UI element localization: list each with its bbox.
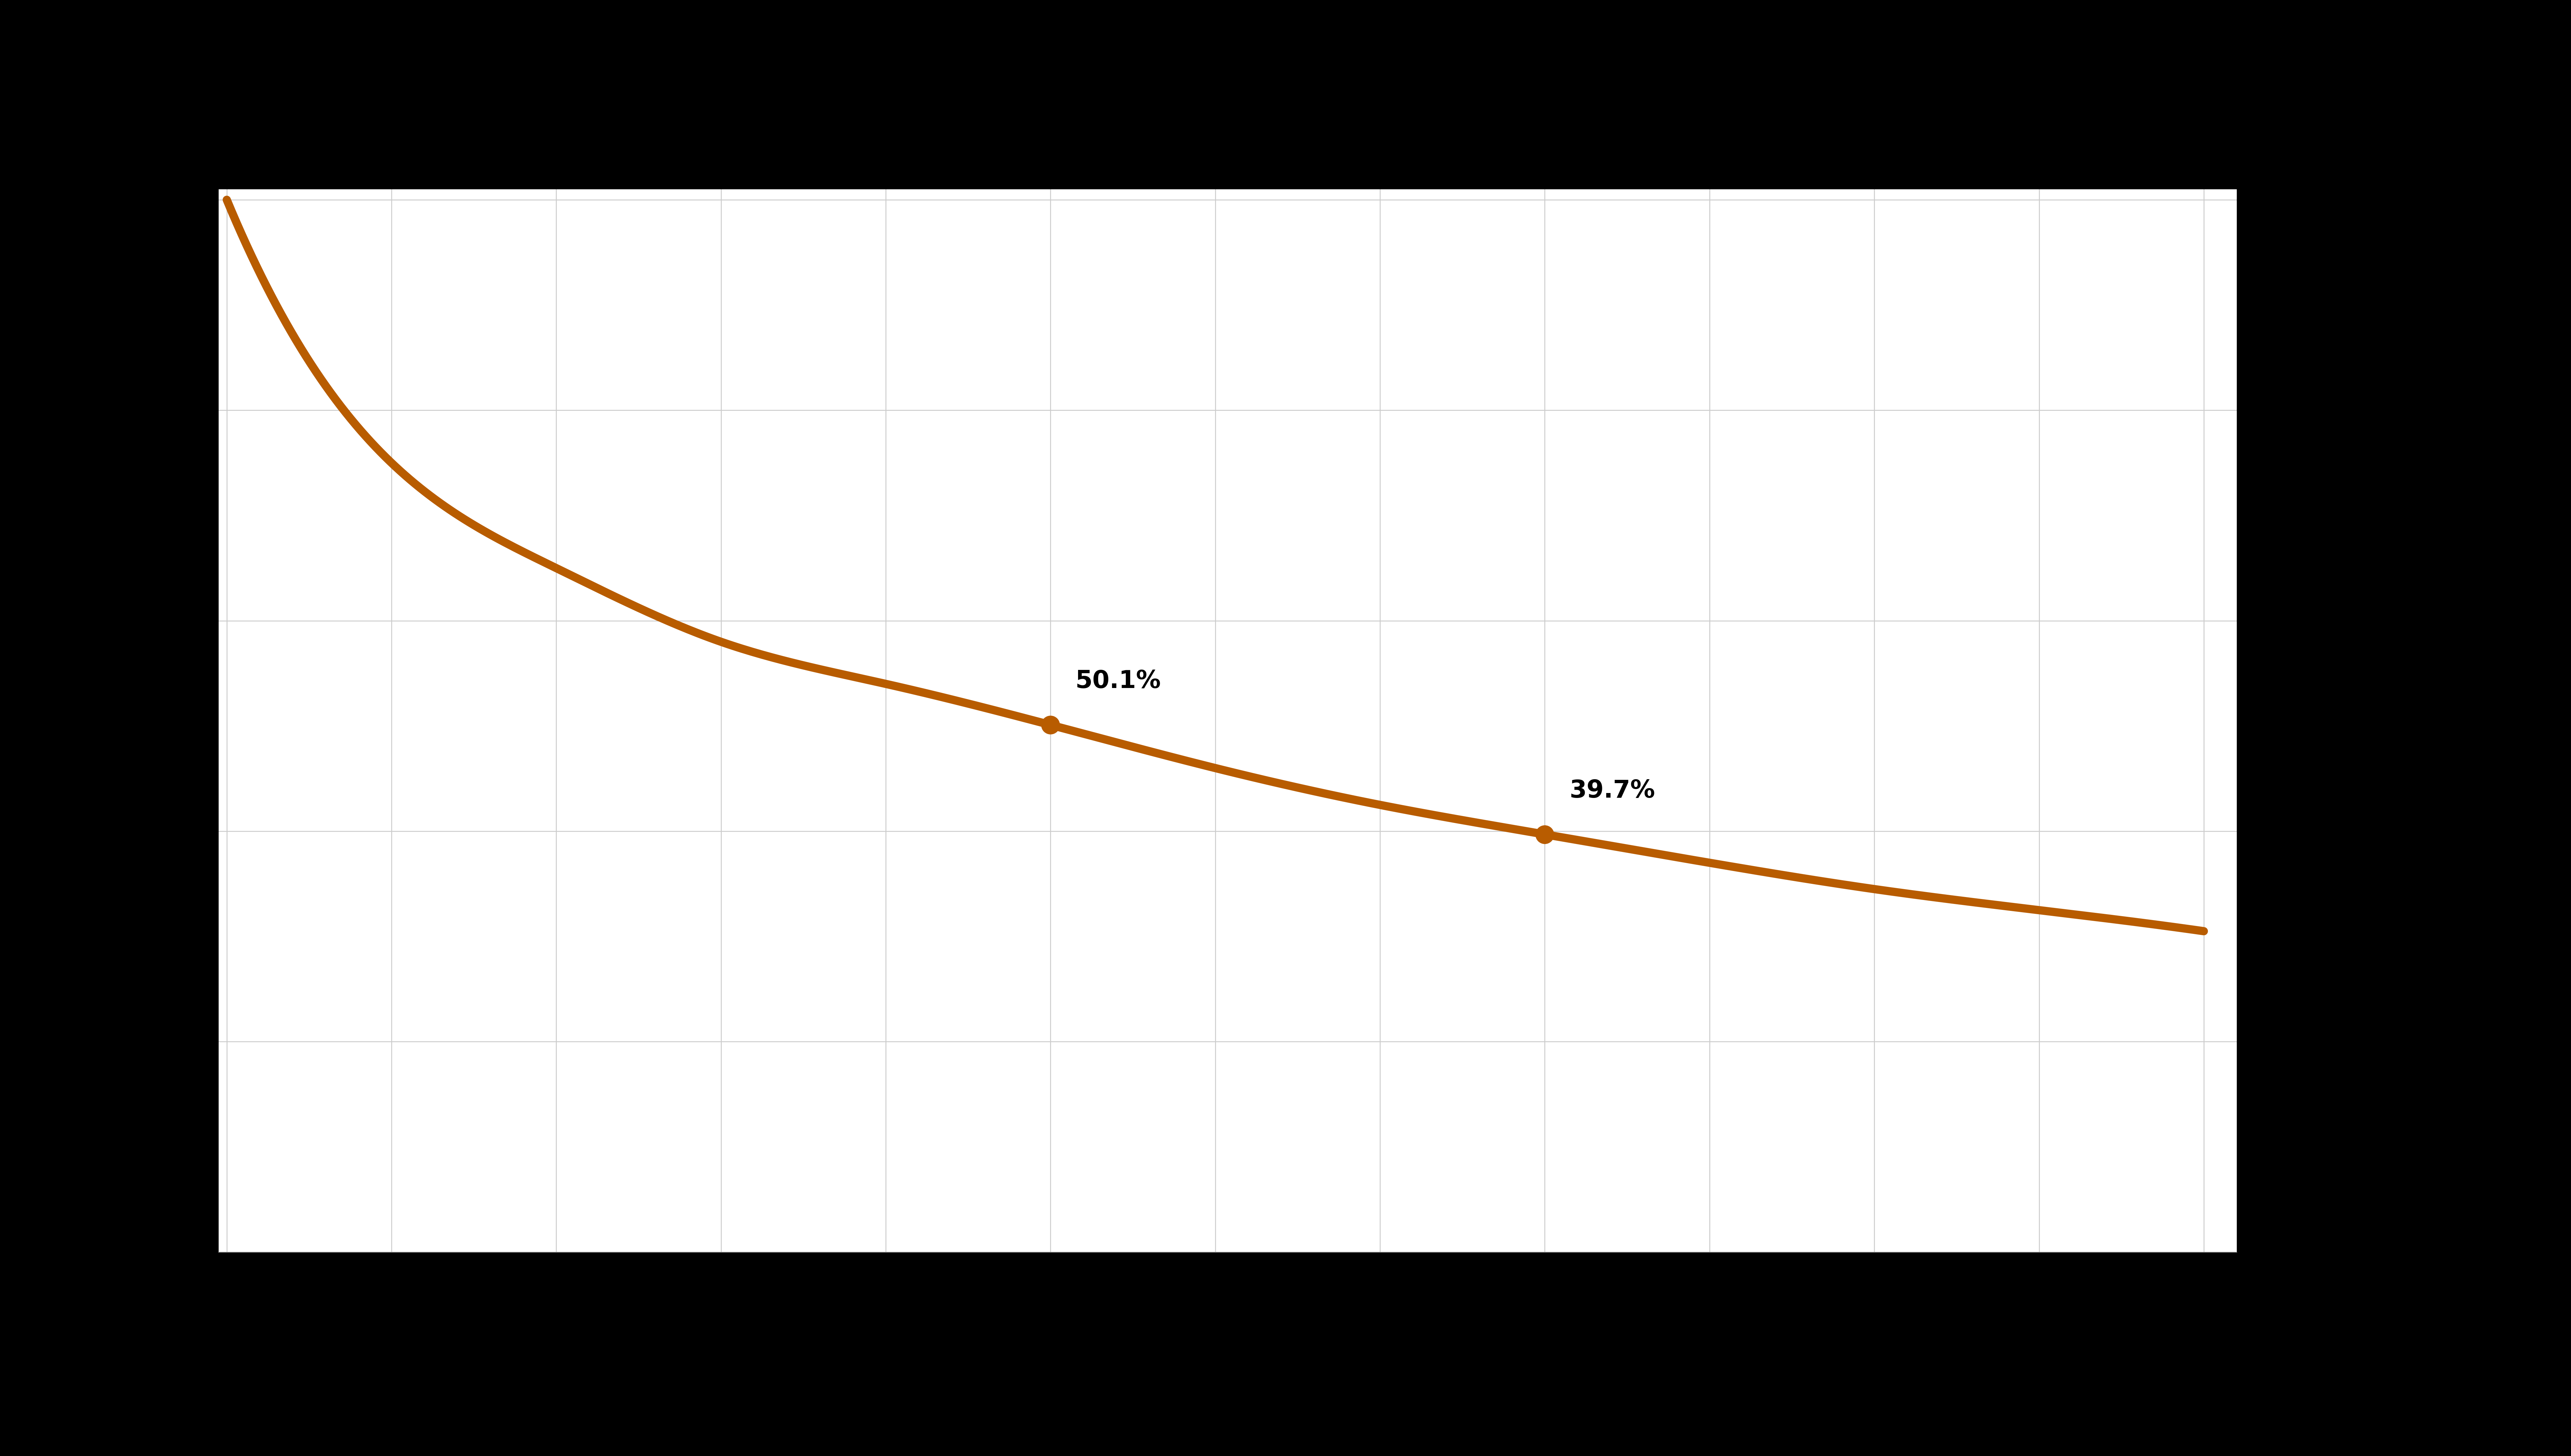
Text: 39.7%: 39.7% (1568, 779, 1656, 802)
Text: 50.1%: 50.1% (1075, 670, 1162, 693)
